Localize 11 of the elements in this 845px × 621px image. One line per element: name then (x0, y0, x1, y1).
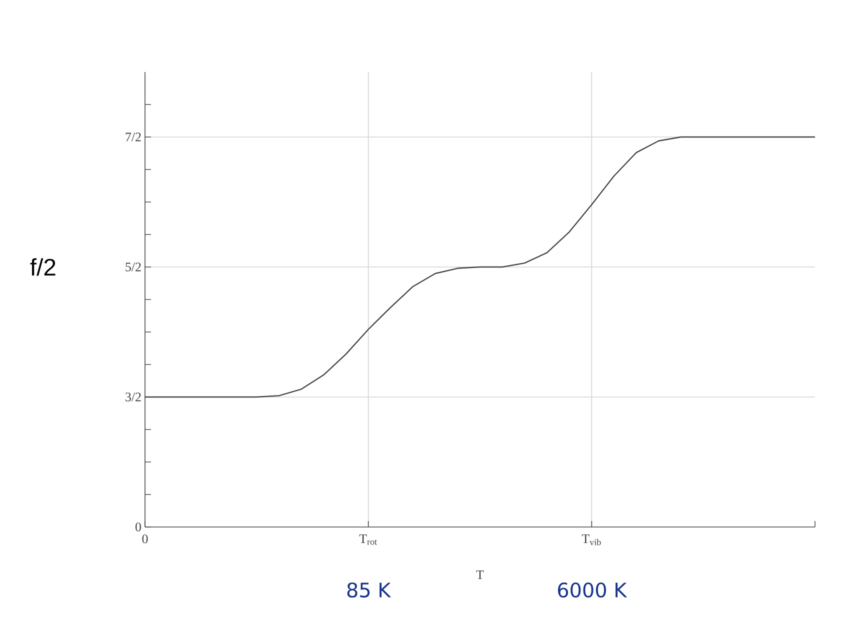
text: 6000 K (558, 582, 628, 598)
x-axis-title: T (476, 570, 484, 579)
y-tick-label: 5/2 (126, 262, 141, 272)
y-axis-title: f/2 (30, 258, 56, 276)
text: 85 K (347, 582, 392, 598)
y-tick-label: 7/2 (126, 132, 141, 142)
y-tick-label: 3/2 (126, 392, 141, 402)
x-tick-label: T$_{rot}$ (359, 534, 378, 545)
x-tick-label: 0 (142, 534, 148, 544)
x-tick-label: T$_{vib}$ (582, 534, 601, 546)
y-tick-label: 0 (136, 522, 141, 532)
